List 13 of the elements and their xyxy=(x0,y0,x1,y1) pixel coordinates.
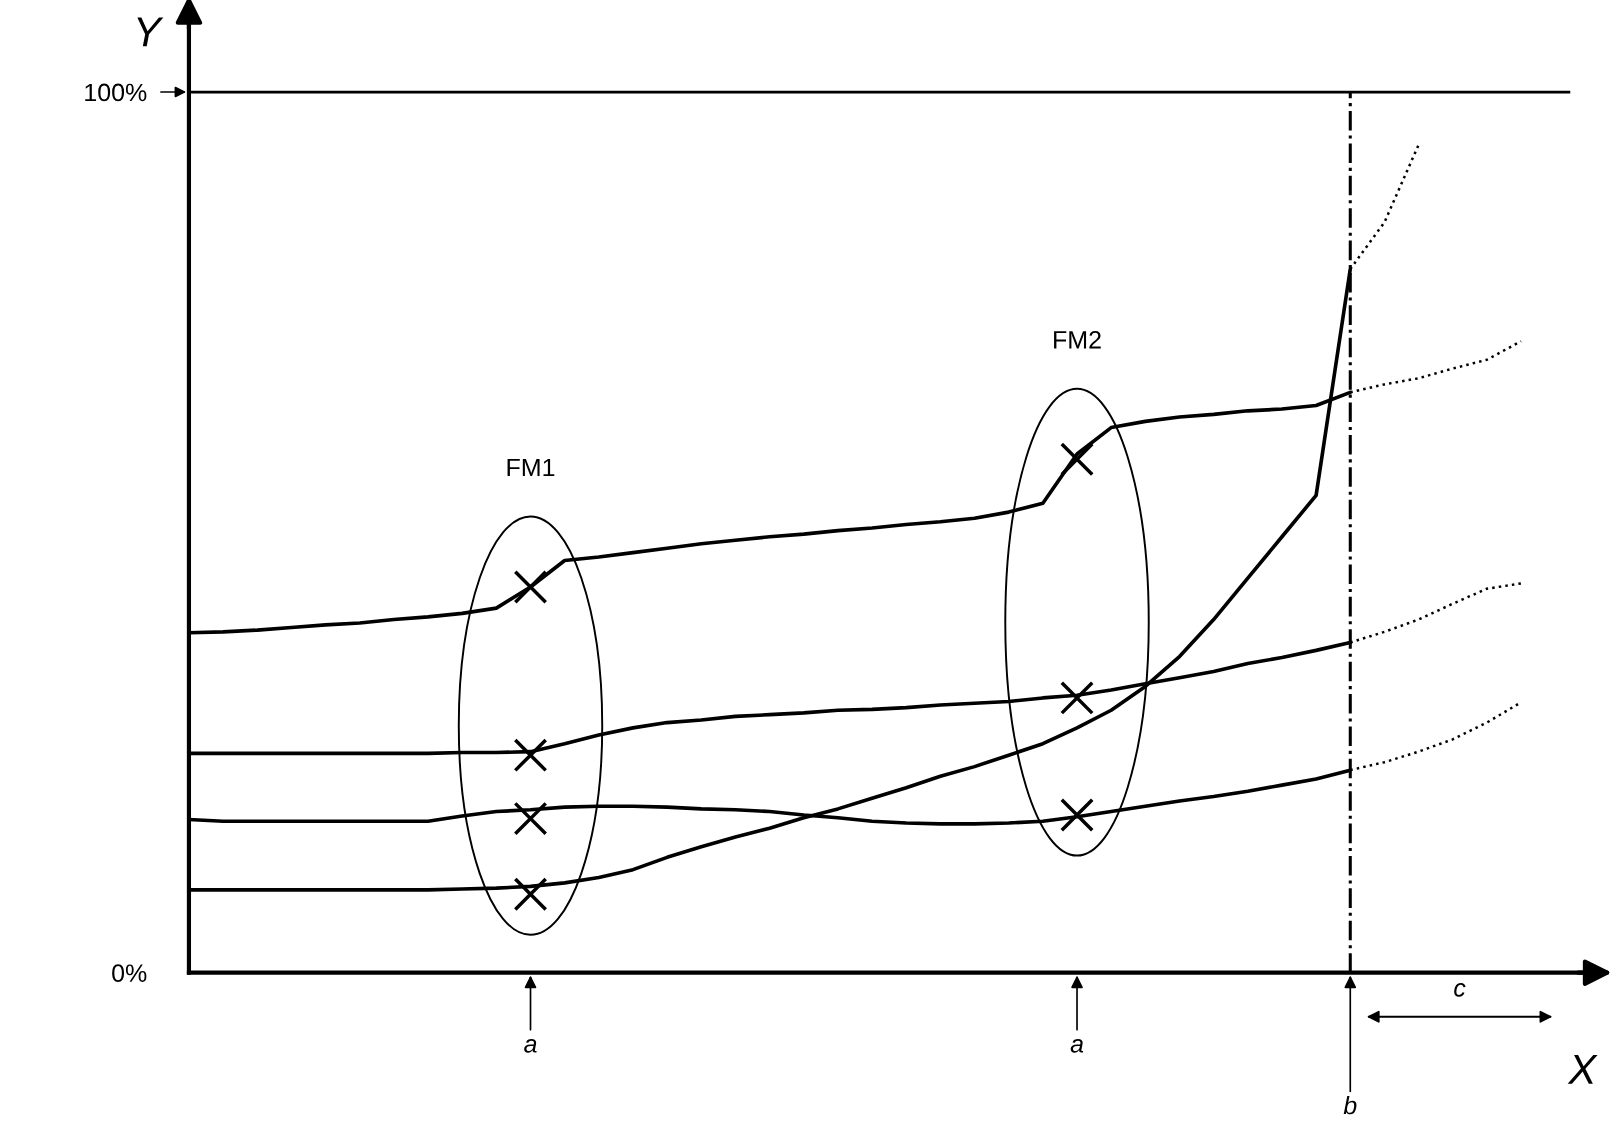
y-tick-label: 0% xyxy=(112,964,147,982)
text: a xyxy=(1070,1039,1084,1053)
point xyxy=(1060,442,1094,477)
point xyxy=(513,801,548,836)
text: c xyxy=(1454,983,1466,997)
text: a xyxy=(524,1039,537,1053)
annotation: FM1 xyxy=(507,458,555,477)
x-axis-title: X xyxy=(1567,1055,1598,1084)
point xyxy=(513,877,548,912)
y-tick-label: 100% xyxy=(85,83,147,102)
text: b xyxy=(1343,1095,1357,1115)
annotation: FM2 xyxy=(1054,330,1101,349)
y-axis-title: Y xyxy=(137,17,164,47)
